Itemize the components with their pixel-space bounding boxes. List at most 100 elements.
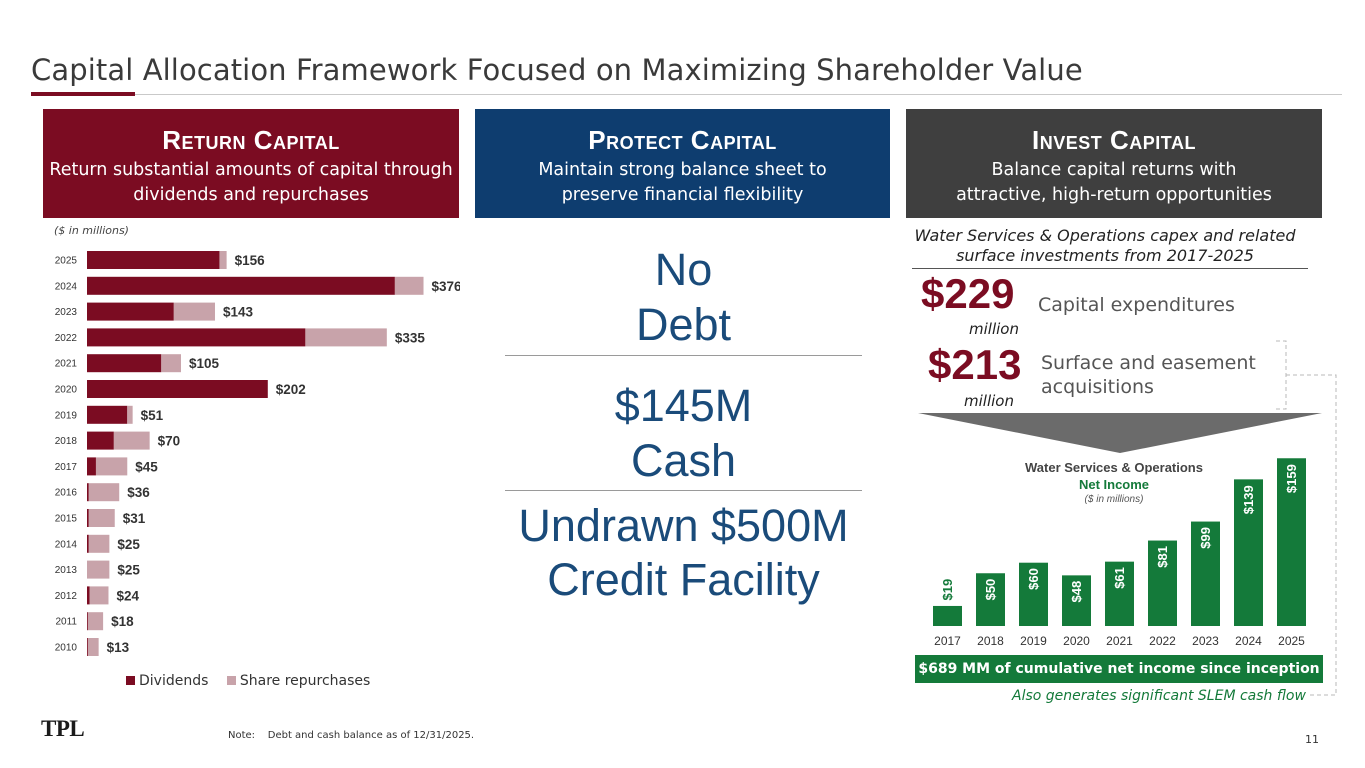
- surface-label: Surface and easement acquisitions: [1041, 352, 1256, 398]
- invest-caption-divider: [912, 268, 1308, 269]
- return-capital-header: Return Capital Return substantial amount…: [43, 109, 459, 218]
- bar-total-label: $13: [107, 640, 130, 655]
- dividends-bar: [87, 483, 89, 502]
- net-income-year-label: 2025: [1278, 634, 1305, 648]
- return-capital-bar-chart: 2025 $156 2024 $376 2023 $143 2022 $335 2021 $105…: [55, 251, 460, 656]
- no-debt-statement: No Debt: [635, 244, 732, 350]
- net-income-value-label: $61: [1112, 567, 1127, 589]
- dividends-bar: [87, 380, 268, 398]
- year-tick-label: 2020: [55, 385, 78, 396]
- year-tick-label: 2010: [55, 643, 78, 654]
- net-income-value-label: $159: [1284, 464, 1299, 493]
- bar-total-label: $156: [235, 253, 266, 268]
- year-tick-label: 2013: [55, 565, 78, 576]
- bar-total-label: $105: [189, 356, 220, 371]
- net-income-value-label: $19: [940, 579, 955, 601]
- bar-total-label: $25: [117, 537, 140, 552]
- share-repurchases-bar: [87, 612, 104, 631]
- net-income-title: Water Services & Operations: [1025, 460, 1203, 475]
- return-capital-heading: Return Capital: [162, 125, 340, 155]
- year-tick-label: 2014: [55, 539, 78, 550]
- net-income-value-label: $139: [1241, 485, 1256, 514]
- dividends-bar: [87, 251, 220, 269]
- year-tick-label: 2018: [55, 436, 78, 447]
- bar-total-label: $31: [123, 511, 146, 526]
- svg-text:TPL: TPL: [41, 716, 84, 740]
- year-tick-label: 2015: [55, 514, 78, 525]
- share-repurchases-bar: [89, 586, 109, 605]
- bar-total-label: $51: [141, 408, 164, 423]
- units-note: ($ in millions): [54, 224, 129, 237]
- share-repurchases-bar: [173, 302, 215, 321]
- net-income-value-label: $60: [1026, 568, 1041, 590]
- share-repurchases-bar: [113, 431, 150, 450]
- legend-dividends: Dividends: [126, 673, 208, 689]
- invest-capital-header: Invest Capital Balance capital returns w…: [906, 109, 1322, 218]
- net-income-value-label: $48: [1069, 581, 1084, 603]
- funnel-arrow: [918, 413, 1322, 453]
- bar-total-label: $143: [223, 305, 254, 320]
- dividends-bar: [87, 638, 88, 656]
- year-tick-label: 2024: [55, 281, 78, 292]
- invest-capital-heading: Invest Capital: [1032, 125, 1196, 155]
- legend-label-dividends: Dividends: [139, 673, 209, 689]
- year-tick-label: 2017: [55, 462, 78, 473]
- credit-facility-statement: Undrawn $500M Credit Facility: [518, 500, 849, 605]
- dividends-bar: [87, 276, 395, 295]
- protect-capital-heading: Protect Capital: [588, 125, 777, 155]
- net-income-year-label: 2018: [977, 634, 1004, 648]
- net-income-year-label: 2020: [1063, 634, 1090, 648]
- protect-divider-2: [505, 490, 862, 491]
- page-title: Capital Allocation Framework Focused on …: [31, 53, 1083, 87]
- page-number: 11: [1305, 733, 1319, 746]
- surface-amount: $213: [928, 341, 1022, 388]
- net-income-bar: [1062, 575, 1091, 626]
- net-income-year-label: 2023: [1192, 634, 1219, 648]
- share-repurchases-bar: [394, 276, 424, 295]
- legend-swatch-dividends: [126, 676, 135, 685]
- capex-amount: $229: [921, 270, 1015, 317]
- year-tick-label: 2022: [55, 333, 78, 344]
- share-repurchases-bar: [87, 560, 110, 579]
- net-income-value-label: $50: [983, 579, 998, 601]
- net-income-year-label: 2021: [1106, 634, 1133, 648]
- net-income-bar: [1277, 458, 1306, 626]
- cash-statement: $145M Cash: [614, 380, 753, 486]
- return-capital-subtitle: Return substantial amounts of capital th…: [49, 160, 453, 205]
- net-income-year-label: 2019: [1020, 634, 1047, 648]
- net-income-bar: [933, 605, 962, 626]
- share-repurchases-bar: [219, 251, 227, 269]
- net-income-bar: [976, 573, 1005, 626]
- net-income-bar: [1234, 479, 1263, 626]
- slem-cash-flow-note: Also generates significant SLEM cash flo…: [1012, 688, 1306, 704]
- legend-swatch-share-repurchases: [226, 676, 236, 685]
- year-tick-label: 2011: [55, 617, 77, 628]
- bar-total-label: $18: [111, 614, 134, 629]
- net-income-subtitle: Net Income: [1079, 477, 1149, 492]
- capex-unit: million: [969, 320, 1019, 338]
- legend-share-repurchases: Share repurchases: [226, 673, 370, 689]
- net-income-bar: [1148, 540, 1177, 626]
- invest-caption: Water Services & Operations capex and re…: [914, 226, 1296, 265]
- capex-label: Capital expenditures: [1038, 294, 1235, 316]
- bar-total-label: $376: [432, 279, 460, 294]
- dividends-bar: [87, 431, 114, 450]
- net-income-year-label: 2017: [934, 634, 961, 648]
- dividends-bar: [87, 405, 128, 424]
- cumulative-net-income-banner: $689 MM of cumulative net income since i…: [915, 655, 1323, 683]
- tpl-logo: TPL: [41, 716, 85, 740]
- net-income-year-label: 2024: [1235, 634, 1262, 648]
- bar-total-label: $24: [116, 588, 139, 603]
- year-tick-label: 2016: [55, 488, 78, 499]
- dividends-bar: [87, 328, 306, 347]
- dividends-bar: [87, 612, 88, 631]
- share-repurchases-bar: [88, 534, 110, 553]
- net-income-value-label: $81: [1155, 546, 1170, 568]
- invest-capital-subtitle: Balance capital returns with attractive,…: [956, 160, 1272, 205]
- year-tick-label: 2025: [55, 256, 78, 267]
- dividends-bar: [87, 586, 90, 605]
- protect-capital-subtitle: Maintain strong balance sheet to preserv…: [538, 160, 827, 205]
- share-repurchases-bar: [87, 638, 99, 656]
- title-accent-bar: [31, 92, 135, 96]
- share-repurchases-bar: [127, 405, 133, 424]
